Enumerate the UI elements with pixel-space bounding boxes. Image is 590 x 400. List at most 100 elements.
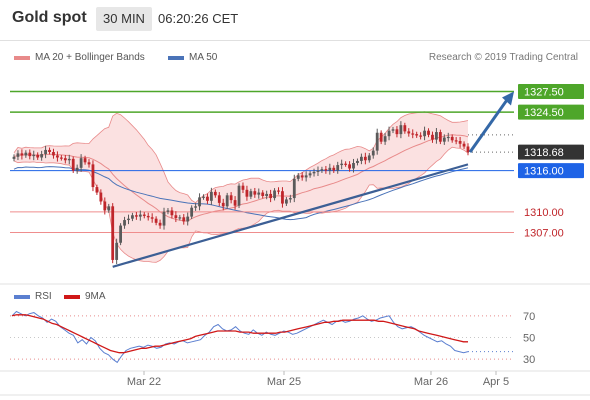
candle-body bbox=[375, 132, 379, 151]
price-tag-target bbox=[518, 84, 584, 99]
rsi-label: RSI bbox=[35, 291, 52, 302]
ma9-label: 9MA bbox=[85, 291, 106, 302]
candle-body bbox=[48, 149, 51, 152]
candle-body bbox=[403, 125, 407, 132]
candle-body bbox=[178, 217, 182, 219]
xaxis-tick-label: Mar 22 bbox=[127, 376, 161, 388]
candle-body bbox=[304, 175, 308, 178]
candle-body bbox=[265, 193, 269, 196]
bollinger-band-fill bbox=[14, 111, 468, 263]
legend-9ma: 9MA bbox=[64, 291, 106, 302]
candle-body bbox=[63, 158, 67, 161]
candle-body bbox=[40, 154, 44, 158]
candle-body bbox=[154, 218, 158, 223]
candle-body bbox=[225, 195, 229, 207]
candle-body bbox=[217, 195, 221, 203]
price-label-1310-00: 1310.00 bbox=[524, 207, 564, 219]
candle-body bbox=[285, 199, 288, 204]
candle-body bbox=[59, 157, 63, 159]
candle-body bbox=[174, 215, 178, 218]
candle-body bbox=[28, 152, 32, 157]
candle-body bbox=[419, 135, 423, 137]
header-divider bbox=[0, 40, 590, 41]
candle-body bbox=[281, 191, 284, 204]
candle-body bbox=[79, 158, 83, 168]
candle-body bbox=[123, 220, 126, 226]
rsi-tick-50: 50 bbox=[523, 333, 535, 345]
price-tag-target bbox=[518, 104, 584, 120]
candle-body bbox=[190, 207, 194, 217]
candle-body bbox=[249, 191, 253, 197]
price-label-1327-50: 1327.50 bbox=[524, 87, 564, 99]
candle-body bbox=[328, 167, 332, 171]
xaxis-tick-label: Apr 5 bbox=[483, 376, 509, 388]
candle-body bbox=[450, 136, 454, 141]
candle-body bbox=[202, 196, 205, 198]
candle-body bbox=[300, 175, 304, 178]
candle-body bbox=[16, 153, 20, 157]
rsi-tick-70: 70 bbox=[523, 311, 535, 323]
price-label-1318-68: 1318.68 bbox=[524, 147, 564, 159]
candle-body bbox=[387, 130, 391, 137]
candle-body bbox=[245, 189, 249, 197]
bollinger-lower-line bbox=[13, 146, 469, 263]
candle-body bbox=[312, 171, 316, 174]
candle-body bbox=[162, 211, 166, 226]
ma50-label: MA 50 bbox=[189, 52, 218, 63]
price-tag-current bbox=[518, 144, 584, 160]
candle-body bbox=[36, 154, 40, 158]
candle-body bbox=[344, 163, 348, 165]
price-label-1316-00: 1316.00 bbox=[524, 166, 564, 178]
legend-rsi: RSI bbox=[14, 291, 52, 302]
candle-body bbox=[431, 134, 434, 140]
candle-body bbox=[95, 187, 99, 193]
candle-body bbox=[182, 217, 186, 222]
candle-body bbox=[198, 197, 201, 207]
candle-body bbox=[395, 129, 399, 135]
candle-body bbox=[194, 206, 197, 208]
candle-body bbox=[324, 169, 328, 171]
candle-body bbox=[296, 175, 300, 179]
candle-body bbox=[186, 216, 190, 222]
candle-body bbox=[67, 158, 71, 161]
candle-body bbox=[107, 206, 111, 211]
candle-body bbox=[170, 210, 174, 216]
candle-body bbox=[391, 129, 395, 131]
candle-body bbox=[383, 136, 387, 142]
candle-body bbox=[442, 137, 446, 142]
bollinger-upper-line bbox=[13, 111, 469, 204]
rsi-swatch bbox=[14, 294, 30, 299]
candle-body bbox=[206, 196, 209, 201]
candle-body bbox=[292, 178, 296, 199]
candle-body bbox=[150, 217, 154, 219]
timeframe-badge[interactable]: 30 MIN bbox=[96, 7, 152, 31]
candle-body bbox=[75, 167, 79, 171]
xaxis-tick-label: Mar 25 bbox=[267, 376, 301, 388]
candle-body bbox=[308, 173, 312, 176]
candle-body bbox=[103, 201, 107, 211]
research-credit: Research © 2019 Trading Central bbox=[428, 52, 578, 63]
candle-body bbox=[316, 170, 320, 172]
candle-body bbox=[379, 132, 383, 142]
candle-body bbox=[277, 190, 280, 192]
candle-body bbox=[288, 198, 292, 200]
candle-body bbox=[221, 202, 225, 207]
candle-body bbox=[340, 163, 344, 166]
candle-body bbox=[411, 133, 415, 135]
candle-body bbox=[273, 190, 276, 199]
candle-body bbox=[332, 167, 336, 171]
candle-body bbox=[427, 130, 430, 135]
candle-body bbox=[44, 149, 47, 155]
candle-body bbox=[458, 141, 462, 144]
candle-body bbox=[367, 155, 371, 161]
candle-body bbox=[454, 140, 458, 142]
candle-body bbox=[446, 136, 450, 139]
candle-body bbox=[261, 192, 265, 196]
candle-body bbox=[32, 154, 36, 157]
candle-body bbox=[83, 158, 87, 163]
candle-body bbox=[399, 125, 403, 135]
candle-body bbox=[56, 155, 59, 158]
candle-body bbox=[146, 215, 150, 218]
